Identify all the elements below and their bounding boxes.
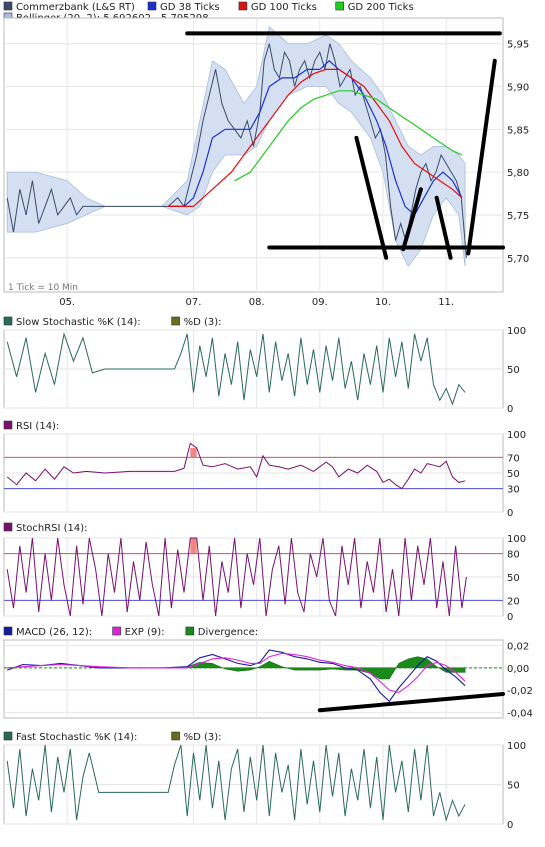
- y-tick-4-0: 0,02: [507, 642, 529, 653]
- series-line-2-0: [6, 442, 466, 490]
- series-line-0-0: [6, 43, 467, 258]
- series-line-0-2: [168, 68, 463, 207]
- y-tick-0-5: 5,70: [507, 254, 529, 265]
- legend-label-3-0: StochRSI (14):: [16, 523, 88, 534]
- y-tick-3-0: 100: [507, 534, 526, 545]
- y-tick-1-0: 100: [507, 326, 526, 337]
- y-tick-2-3: 30: [507, 485, 520, 496]
- y-tick-3-1: 80: [507, 550, 520, 561]
- annotation-line-3: [401, 187, 423, 252]
- y-tick-3-4: 0: [507, 612, 513, 623]
- annotation-line-macd: [317, 692, 505, 713]
- series-line-3-0: [6, 537, 467, 617]
- y-tick-1-1: 50: [507, 365, 520, 376]
- y-tick-3-3: 20: [507, 596, 520, 607]
- x-tick-5: 11.: [438, 297, 454, 308]
- legend-label-0-1: GD 38 Ticks: [160, 2, 220, 13]
- x-tick-2: 08.: [249, 297, 265, 308]
- y-tick-0-1: 5,90: [507, 83, 529, 94]
- legend-label-1-0: Slow Stochastic %K (14):: [16, 317, 141, 328]
- legend-label-0-0: Commerzbank (L&S RT): [16, 2, 135, 13]
- series-line-5-0: [6, 744, 466, 822]
- legend-label-5-0: Fast Stochastic %K (14):: [16, 732, 137, 743]
- legend-label-4-0: MACD (26, 12):: [16, 627, 92, 638]
- legend-swatch-0-2: [238, 1, 248, 11]
- series-line-0-3: [234, 90, 463, 182]
- overbought-zone-3-29: [190, 538, 197, 554]
- legend-label-4-1: EXP (9):: [125, 627, 165, 638]
- legend-swatch-1-1: [171, 316, 180, 326]
- x-tick-4: 10.: [375, 297, 391, 308]
- annotation-line-5: [466, 58, 497, 256]
- legend-swatch-5-0: [3, 731, 13, 741]
- legend-swatch-4-2: [185, 626, 195, 636]
- y-tick-5-1: 50: [507, 781, 520, 792]
- y-tick-5-0: 100: [507, 741, 526, 752]
- y-tick-4-3: -0,04: [507, 708, 533, 719]
- y-tick-0-4: 5,75: [507, 211, 529, 222]
- legend-label-4-2: Divergence:: [198, 627, 258, 638]
- y-tick-0-2: 5,85: [507, 125, 529, 136]
- legend-swatch-4-1: [112, 626, 121, 636]
- series-line-0-1: [168, 59, 463, 216]
- y-tick-2-0: 100: [507, 430, 526, 441]
- legend-label-5-1: %D (3):: [184, 732, 222, 743]
- legend-label-2-0: RSI (14):: [16, 421, 59, 432]
- legend-swatch-0-1: [147, 1, 157, 11]
- overbought-zone-2-14: [190, 448, 197, 458]
- legend-label-0-3: GD 200 Ticks: [348, 2, 414, 13]
- y-tick-4-2: -0,02: [507, 686, 533, 697]
- y-tick-3-2: 50: [507, 573, 520, 584]
- series-line-4-1: [7, 652, 466, 693]
- annotation-line-2: [354, 135, 389, 260]
- y-tick-1-2: 0: [507, 404, 513, 415]
- y-tick-4-1: 0,00: [507, 664, 529, 675]
- legend-swatch-0-0: [3, 1, 13, 11]
- y-tick-5-2: 0: [507, 820, 513, 831]
- x-tick-0: 05.: [59, 297, 75, 308]
- y-tick-0-0: 5,95: [507, 40, 529, 51]
- legend-swatch-3-0: [3, 522, 13, 532]
- bollinger-band: [6, 25, 466, 268]
- legend-swatch-2-0: [3, 420, 13, 430]
- legend-label-1-1: %D (3):: [184, 317, 222, 328]
- legend-swatch-5-1: [171, 731, 180, 741]
- panel-frame-4: [3, 639, 504, 719]
- y-tick-0-3: 5,80: [507, 168, 529, 179]
- y-tick-2-2: 50: [507, 469, 520, 480]
- x-tick-1: 07.: [186, 297, 202, 308]
- x-tick-3: 09.: [312, 297, 328, 308]
- y-tick-2-4: 0: [507, 508, 513, 519]
- annotation-line-4: [434, 195, 453, 260]
- series-line-1-0: [6, 331, 466, 406]
- legend-label-0-2: GD 100 Ticks: [251, 2, 317, 13]
- legend-swatch-4-0: [3, 626, 13, 636]
- y-tick-2-1: 70: [507, 453, 520, 464]
- tick-note: 1 Tick = 10 Min: [8, 283, 78, 293]
- legend-swatch-0-3: [335, 1, 345, 11]
- legend-swatch-1-0: [3, 316, 13, 326]
